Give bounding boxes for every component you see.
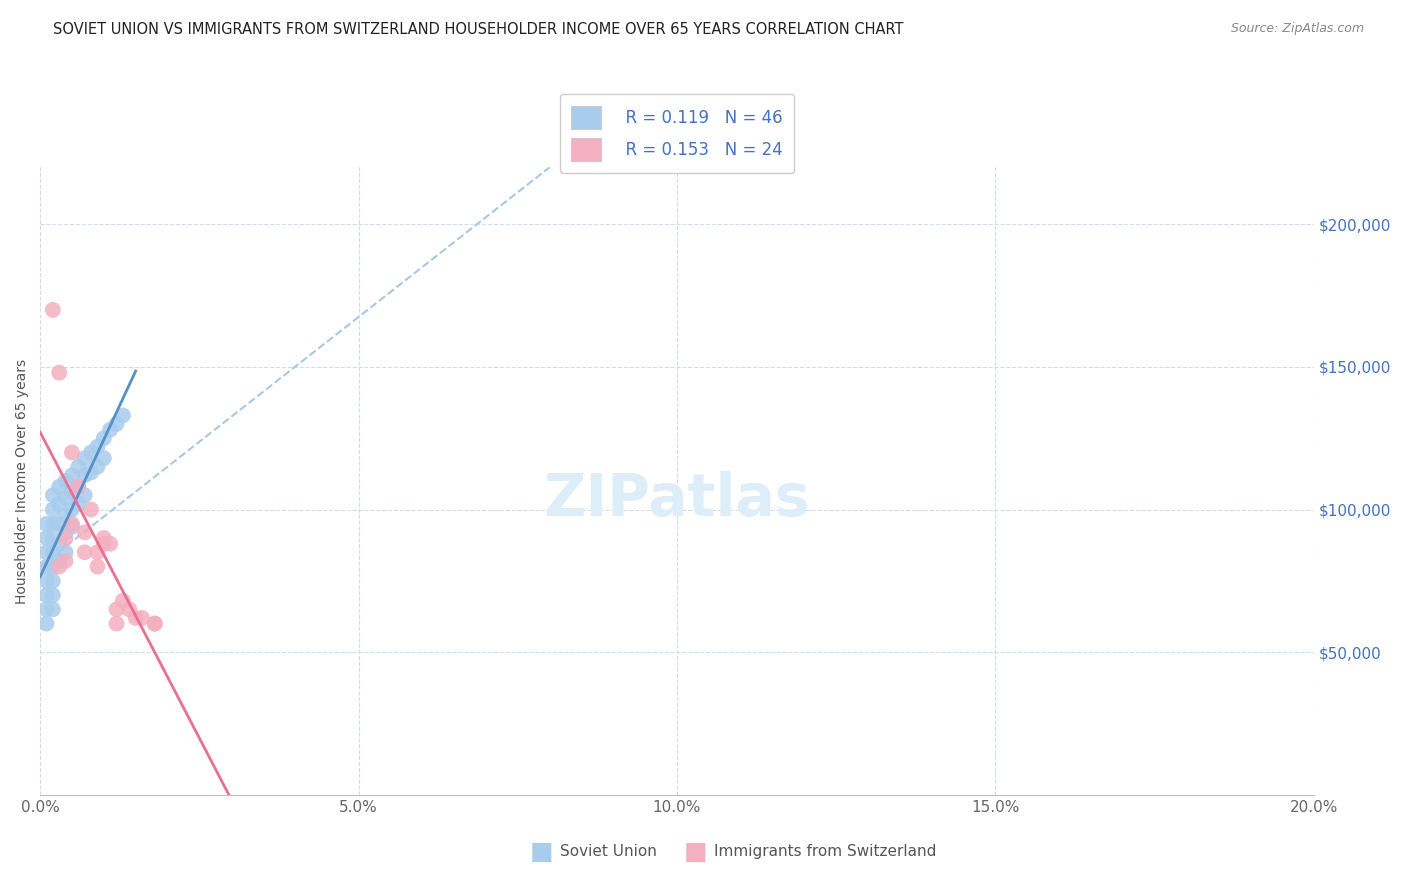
Point [67,497,90,511]
Point [42,502,65,516]
Point [93,537,115,551]
Point [55,554,77,568]
Point [105,602,128,616]
Point [35,545,58,559]
Text: Soviet Union: Soviet Union [560,845,657,859]
Point [131,611,153,625]
Point [35,602,58,616]
Point [35,559,58,574]
Point [35,531,58,545]
Point [42,588,65,602]
Point [93,531,115,545]
Point [60,445,83,459]
Point [67,459,90,474]
Point [42,574,65,588]
Point [55,531,77,545]
Point [48,516,70,531]
Text: SOVIET UNION VS IMMIGRANTS FROM SWITZERLAND HOUSEHOLDER INCOME OVER 65 YEARS COR: SOVIET UNION VS IMMIGRANTS FROM SWITZERL… [53,22,904,37]
Point [118,602,141,616]
Text: ■: ■ [685,840,707,863]
Point [143,616,166,631]
Point [35,574,58,588]
Point [55,474,77,488]
Point [73,468,96,483]
Point [60,485,83,500]
Point [111,409,134,423]
Point [143,616,166,631]
Point [105,417,128,431]
Point [48,537,70,551]
Point [73,488,96,502]
Point [42,559,65,574]
Point [60,516,83,531]
Point [55,545,77,559]
Point [42,531,65,545]
Point [42,545,65,559]
Text: ■: ■ [530,840,553,863]
Point [35,616,58,631]
Point [98,537,121,551]
Point [80,466,103,480]
Point [48,480,70,494]
Point [42,488,65,502]
Legend:   R = 0.119   N = 46,   R = 0.153   N = 24: R = 0.119 N = 46, R = 0.153 N = 24 [560,94,794,173]
Point [86,559,108,574]
Point [124,611,146,625]
Point [73,451,96,466]
Point [98,423,121,437]
Y-axis label: Householder Income Over 65 years: Householder Income Over 65 years [15,359,30,604]
Point [67,480,90,494]
Point [35,588,58,602]
Point [42,602,65,616]
Point [48,366,70,380]
Point [93,431,115,445]
Point [111,594,134,608]
Point [73,525,96,540]
Point [42,516,65,531]
Point [48,559,70,574]
Point [35,516,58,531]
Point [42,302,65,317]
Text: ZIPatlas: ZIPatlas [544,471,810,528]
Text: Immigrants from Switzerland: Immigrants from Switzerland [714,845,936,859]
Point [55,491,77,505]
Point [60,502,83,516]
Point [80,502,103,516]
Point [48,497,70,511]
Point [60,519,83,533]
Point [86,545,108,559]
Point [48,554,70,568]
Point [55,525,77,540]
Point [73,545,96,559]
Point [86,440,108,454]
Point [105,616,128,631]
Point [80,445,103,459]
Point [60,468,83,483]
Point [55,508,77,523]
Text: Source: ZipAtlas.com: Source: ZipAtlas.com [1230,22,1364,36]
Point [86,459,108,474]
Point [93,451,115,466]
Point [67,480,90,494]
